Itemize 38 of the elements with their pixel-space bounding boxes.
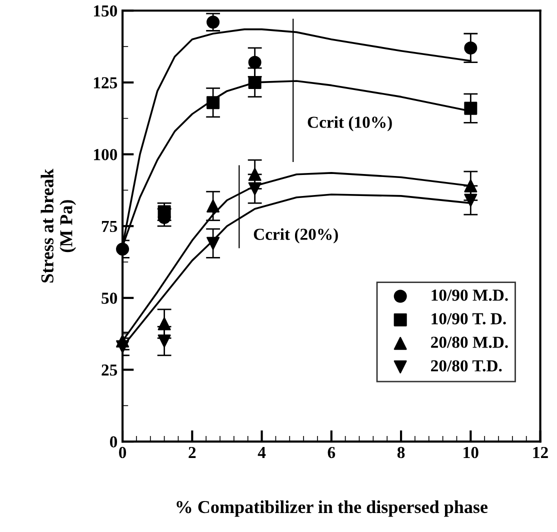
point (464, 194, 478, 207)
legend-label: 20/80 M.D. (431, 336, 508, 348)
legend-label: 10/90 M.D. (432, 290, 508, 301)
x-tick-label: 0 (119, 446, 126, 458)
point (206, 199, 220, 212)
y-tick-label: 50 (102, 292, 118, 304)
y-tick-label: 0 (110, 436, 118, 448)
ref-line-label: Ccrit (20%) (254, 228, 338, 244)
legend-label: 20/80 T.D. (431, 360, 502, 372)
point (248, 76, 262, 89)
point (248, 168, 262, 181)
y-tick-label: 125 (94, 77, 118, 88)
y-tick-label: 150 (94, 5, 118, 17)
y-tick-label: 25 (102, 364, 118, 376)
y-tick-label: 100 (94, 148, 118, 160)
x-tick-label: 12 (533, 446, 548, 458)
point (206, 16, 220, 29)
ref-line-label: Ccrit (10%) (308, 116, 392, 132)
point (248, 182, 262, 196)
point (116, 334, 130, 348)
y-tick-label: 75 (102, 220, 118, 232)
point (206, 96, 220, 110)
x-tick-label: 6 (328, 446, 336, 458)
point (464, 41, 478, 54)
legend-label: 10/90 T. D. (432, 313, 506, 324)
x-tick-label: 2 (188, 446, 196, 458)
x-axis-title: % Compatibilizer in the dispersed phase (176, 500, 488, 517)
y-axis-title: Stress at break (M Pa) (40, 168, 76, 282)
point (158, 317, 171, 330)
point (158, 334, 171, 348)
x-tick-label: 4 (258, 447, 266, 458)
point (206, 236, 220, 250)
x-tick-label: 8 (397, 446, 405, 458)
point (116, 242, 130, 256)
point (248, 56, 262, 69)
point (464, 179, 478, 192)
point (464, 102, 478, 115)
x-tick-label: 10 (464, 446, 478, 458)
